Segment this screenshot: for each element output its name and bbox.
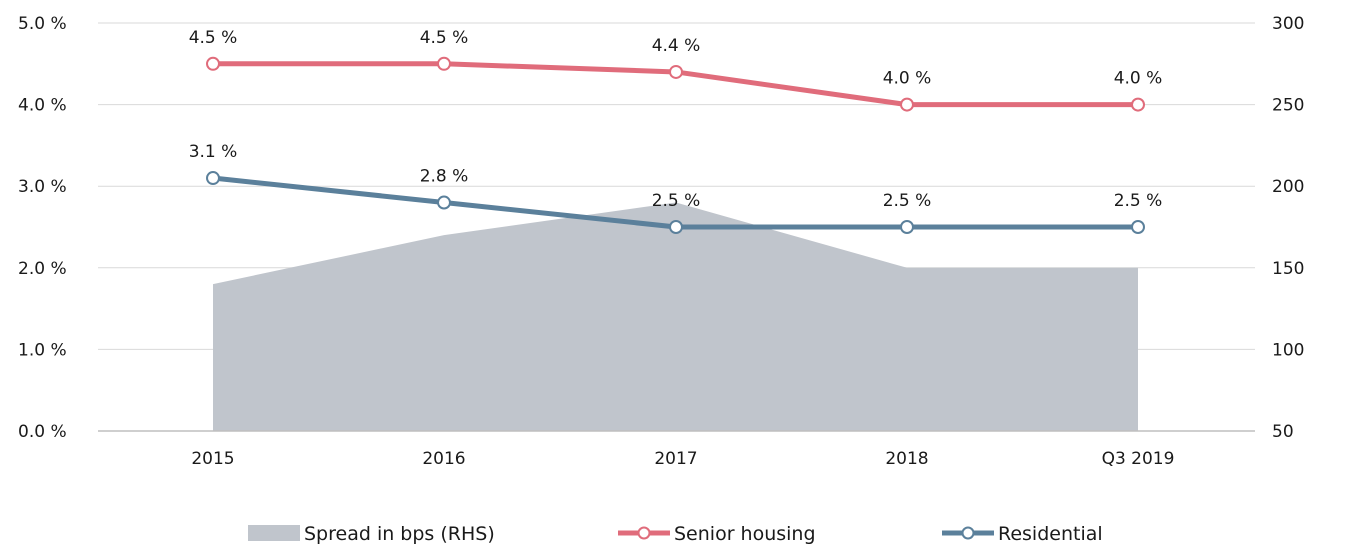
left-tick-label: 4.0 %: [18, 96, 67, 116]
line-layer: [206, 56, 1145, 234]
right-tick-label: 250: [1272, 96, 1304, 116]
legend-label: Residential: [998, 523, 1103, 545]
data-point: [1131, 220, 1145, 234]
legend-label: Spread in bps (RHS): [304, 523, 495, 545]
data-label: 4.0 %: [1114, 69, 1163, 89]
right-tick-label: 50: [1272, 422, 1294, 442]
axis-layer: 0.0 % 1.0 % 2.0 % 3.0 % 4.0 % 5.0 % 50 100 150 20…: [18, 14, 1304, 469]
data-point: [437, 195, 451, 210]
left-tick-label: 2.0 %: [18, 259, 67, 279]
area-layer: [213, 202, 1138, 431]
data-label: 4.0 %: [883, 69, 932, 89]
right-tick-label: 200: [1272, 177, 1304, 197]
data-label: 2.5 %: [652, 191, 701, 211]
data-label: 3.1 %: [189, 142, 238, 162]
data-point: [206, 171, 220, 186]
data-label: 2.5 %: [883, 191, 932, 211]
x-tick-label: 2018: [885, 449, 928, 469]
area-spread: [213, 202, 1138, 431]
data-point: [900, 220, 914, 234]
data-label: 4.5 %: [189, 28, 238, 48]
data-point: [437, 56, 451, 71]
data-label: 4.5 %: [420, 28, 469, 48]
x-tick-label: Q3 2019: [1102, 449, 1175, 469]
legend: Spread in bps (RHS) Senior housing Residen…: [248, 523, 1103, 545]
right-tick-label: 150: [1272, 259, 1304, 279]
left-tick-label: 3.0 %: [18, 177, 67, 197]
data-point: [669, 64, 683, 79]
left-tick-label: 0.0 %: [18, 422, 67, 442]
x-tick-label: 2017: [654, 449, 697, 469]
data-point: [669, 220, 683, 234]
right-tick-label: 300: [1272, 14, 1304, 34]
data-point: [1131, 97, 1145, 112]
data-label: 4.4 %: [652, 36, 701, 56]
right-tick-label: 100: [1272, 340, 1304, 360]
legend-marker: [961, 526, 975, 540]
x-tick-label: 2015: [191, 449, 234, 469]
label-layer: 4.5 % 4.5 % 4.4 % 4.0 % 4.0 % 3.1 % 2.8 % 2.5 %…: [189, 28, 1163, 211]
legend-swatch-area: [248, 525, 300, 541]
left-tick-label: 5.0 %: [18, 14, 67, 34]
left-tick-label: 1.0 %: [18, 340, 67, 360]
data-point: [206, 56, 220, 71]
legend-label: Senior housing: [674, 523, 816, 545]
x-tick-label: 2016: [422, 449, 465, 469]
data-label: 2.5 %: [1114, 191, 1163, 211]
legend-marker: [637, 526, 651, 540]
data-label: 2.8 %: [420, 167, 469, 187]
data-point: [900, 97, 914, 112]
